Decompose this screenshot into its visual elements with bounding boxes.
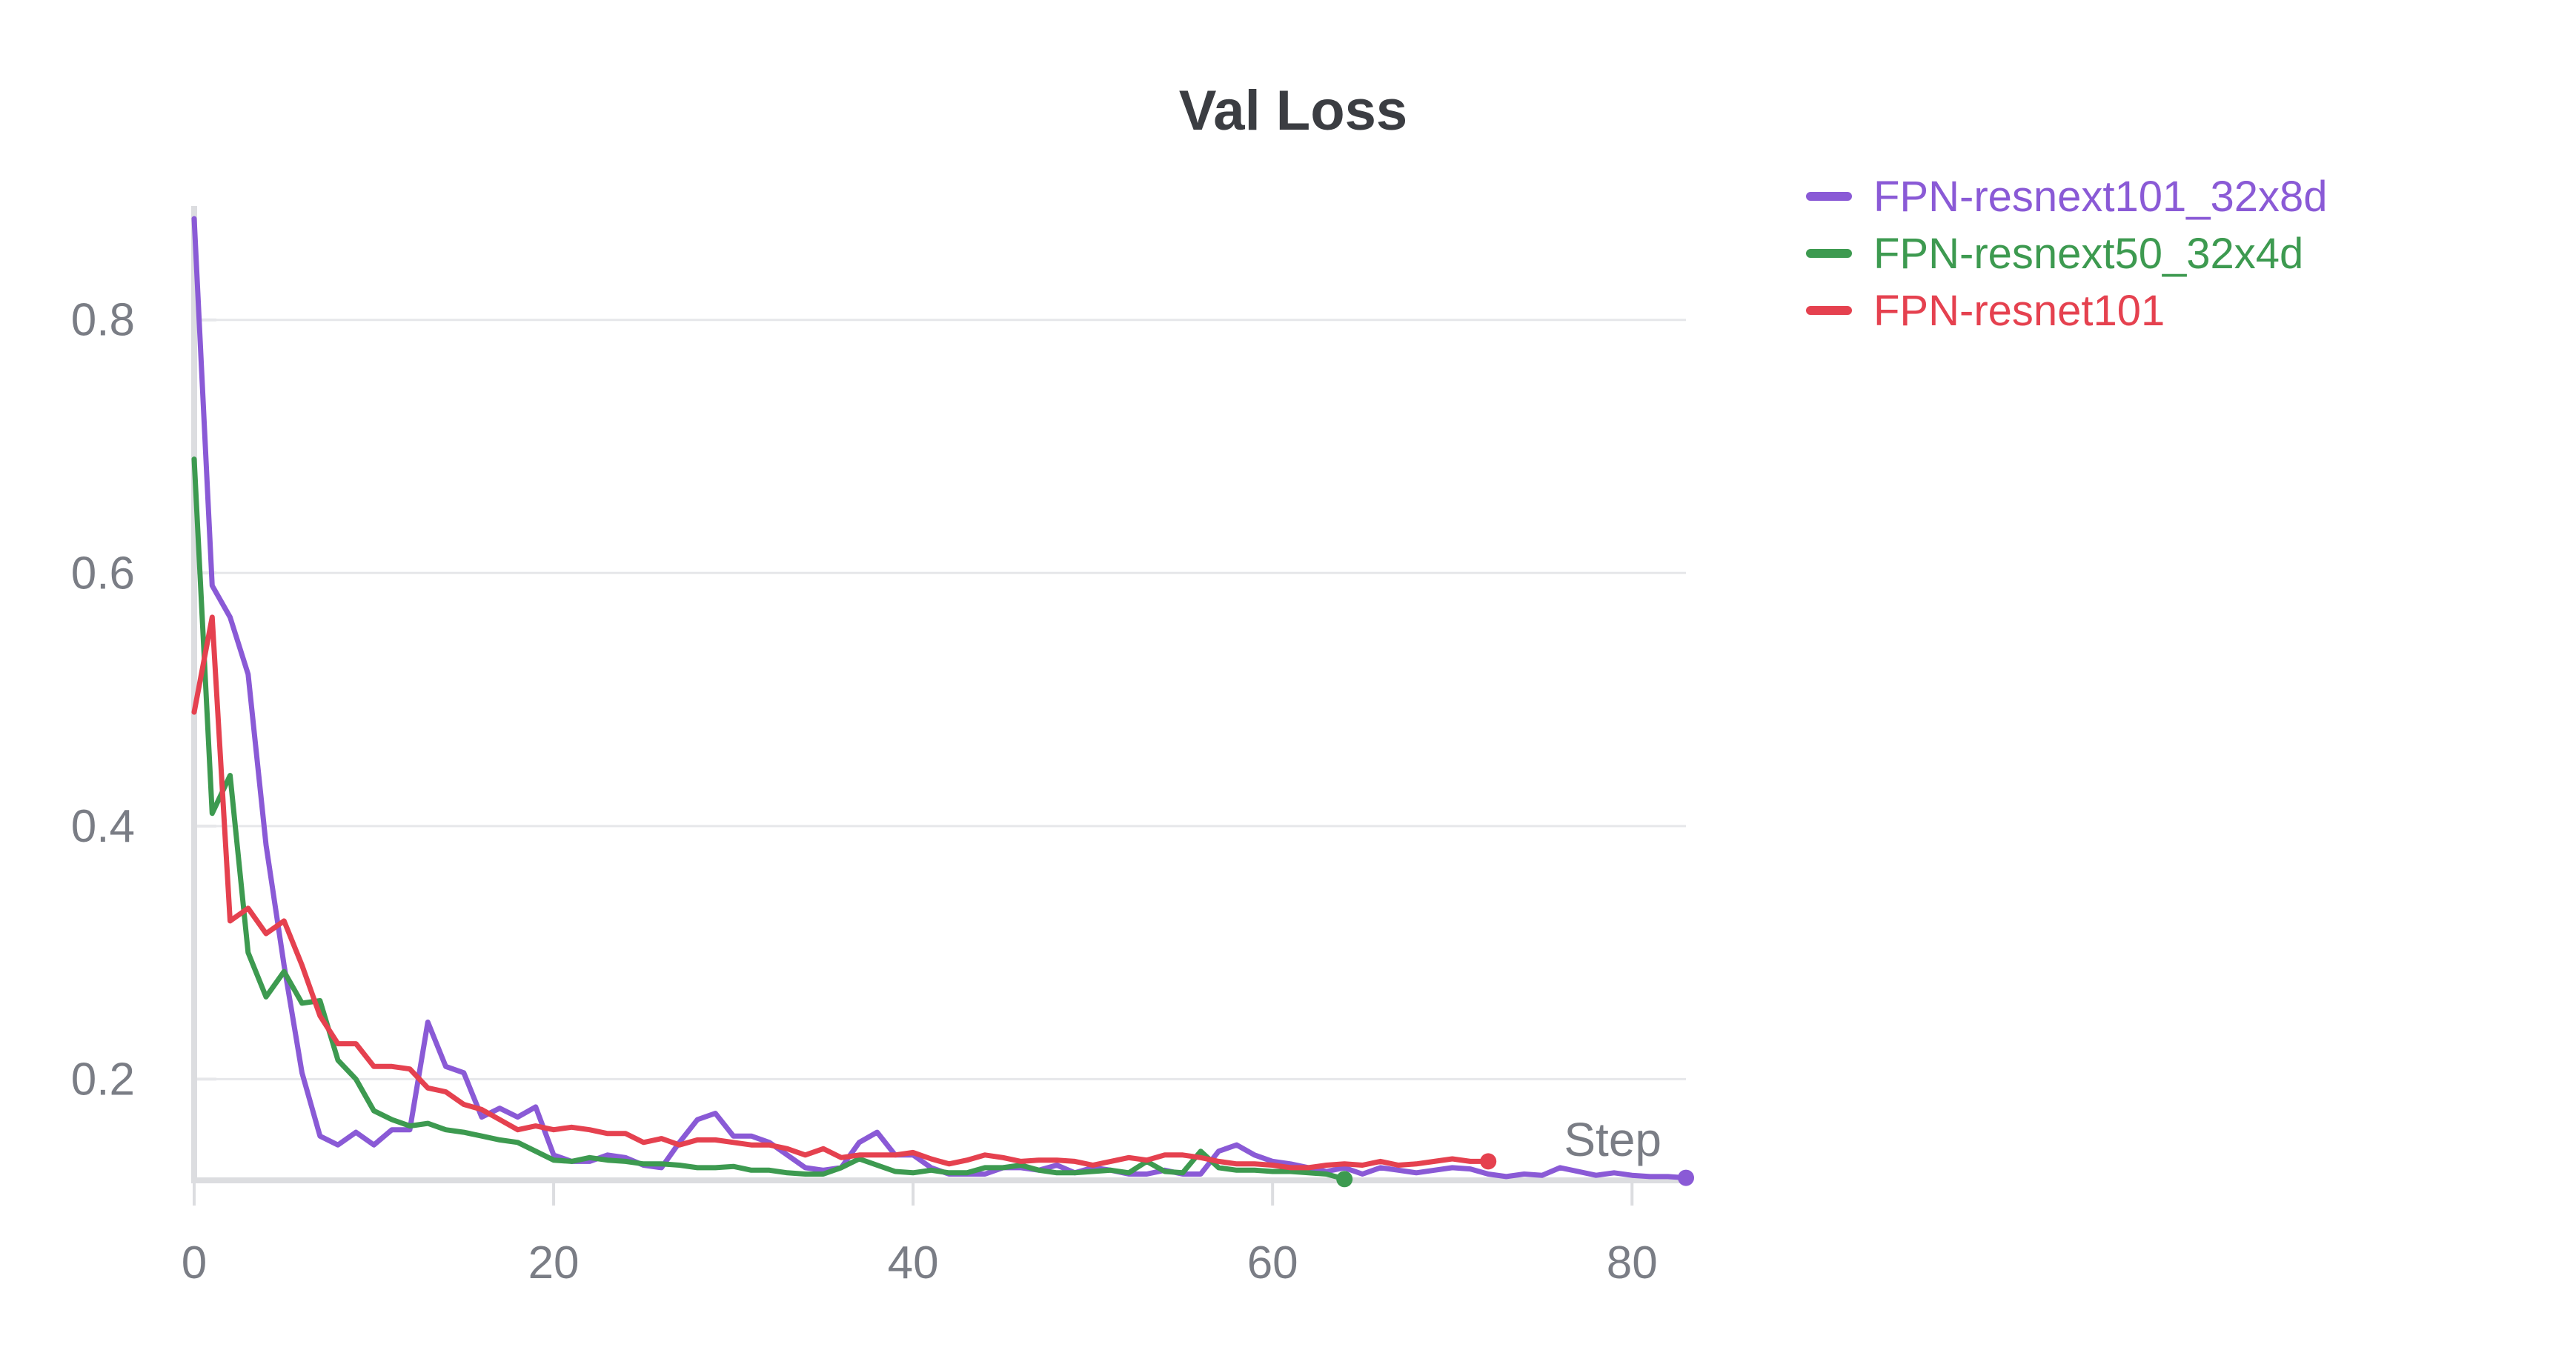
- series-line: [191, 216, 1689, 1181]
- x-tick-label: 80: [1607, 1237, 1658, 1289]
- x-tick-label: 20: [528, 1237, 580, 1289]
- x-axis-label: Step: [1564, 1113, 1662, 1166]
- y-tick-label: 0.4: [71, 801, 135, 852]
- grid-lines: [194, 319, 1686, 1080]
- legend-label: FPN-resnet101: [1873, 287, 2165, 335]
- x-axis: 0 20 40 60 80: [182, 1177, 1689, 1289]
- legend-label: FPN-resnext101_32x8d: [1873, 173, 2328, 221]
- x-tick-label: 0: [182, 1237, 207, 1289]
- legend-item[interactable]: FPN-resnext101_32x8d: [1806, 173, 2328, 221]
- y-axis: 0.2 0.4 0.6 0.8: [71, 206, 216, 1182]
- y-tick-label: 0.8: [71, 295, 135, 346]
- legend-label: FPN-resnext50_32x4d: [1873, 230, 2303, 278]
- legend-item[interactable]: FPN-resnet101: [1806, 287, 2165, 335]
- series-lines: [191, 216, 1694, 1188]
- series-end-point: [1678, 1169, 1694, 1186]
- x-tick-label: 40: [888, 1237, 939, 1289]
- legend: FPN-resnext101_32x8d FPN-resnext50_32x4d F…: [1806, 173, 2328, 335]
- series-line: [191, 614, 1491, 1171]
- series-line: [191, 456, 1347, 1182]
- legend-item[interactable]: FPN-resnext50_32x4d: [1806, 230, 2303, 278]
- series-end-point: [1336, 1171, 1353, 1188]
- x-tick-label: 60: [1247, 1237, 1298, 1289]
- chart-title: Val Loss: [1179, 79, 1407, 142]
- series-end-point: [1480, 1153, 1497, 1170]
- y-tick-label: 0.2: [71, 1054, 135, 1105]
- y-tick-label: 0.6: [71, 548, 135, 599]
